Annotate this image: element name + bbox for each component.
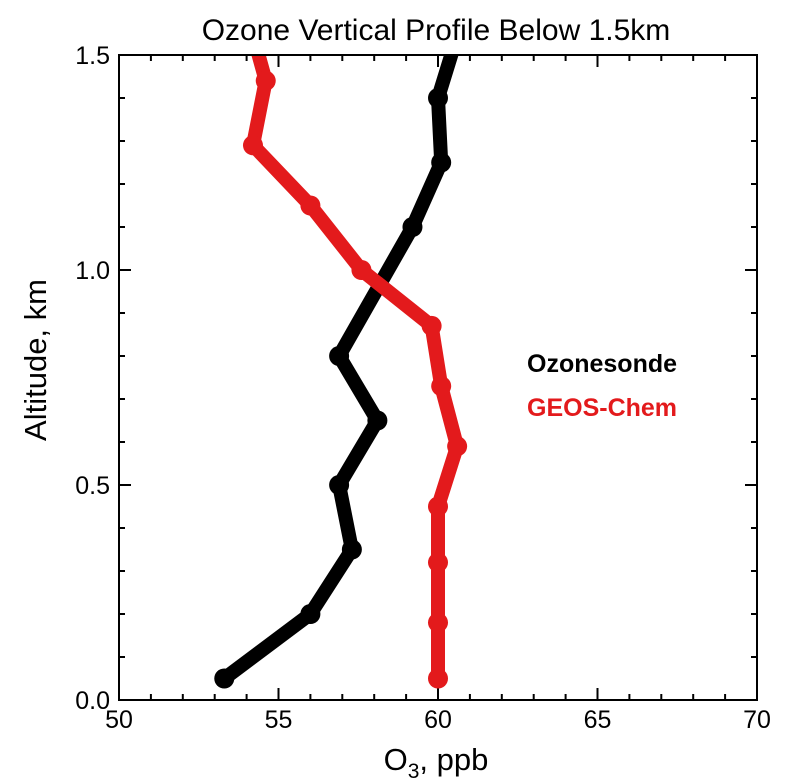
data-point-geos-chem — [428, 552, 448, 573]
legend-entry-ozonesonde: Ozonesonde — [527, 350, 677, 378]
y-tick-label: 0.0 — [75, 687, 110, 715]
series-geos-chem — [242, 55, 468, 689]
data-point-geos-chem — [431, 376, 452, 397]
x-tick-label: 55 — [265, 706, 293, 734]
data-point-geos-chem — [447, 436, 468, 457]
legend-entry-geos-chem: GEOS-Chem — [527, 394, 677, 422]
x-axis-label: O3, ppb — [384, 742, 489, 779]
data-point-geos-chem — [242, 135, 263, 156]
data-point-geos-chem — [428, 612, 448, 633]
data-point-ozonesonde — [431, 152, 452, 173]
data-point-ozonesonde — [214, 668, 235, 689]
y-tick-labels: 0.0 0.5 1.0 1.5 — [75, 42, 110, 715]
data-point-geos-chem — [351, 260, 372, 280]
x-axis-label-rest: , ppb — [419, 742, 488, 777]
data-point-ozonesonde — [329, 475, 350, 495]
y-tick-label: 0.5 — [75, 472, 110, 500]
series-line-geos-chem — [246, 55, 465, 686]
y-tick-label: 1.5 — [75, 42, 110, 70]
series-line-ozonesonde — [217, 55, 459, 686]
series-layer — [214, 55, 468, 689]
x-tick-label: 60 — [424, 706, 452, 734]
data-point-geos-chem — [421, 315, 442, 336]
legend: Ozonesonde GEOS-Chem — [527, 350, 677, 422]
data-point-geos-chem — [255, 70, 276, 91]
y-tick-label: 1.0 — [75, 257, 110, 285]
data-point-geos-chem — [428, 496, 448, 517]
data-point-ozonesonde — [402, 217, 423, 237]
data-point-geos-chem — [428, 668, 448, 689]
x-tick-labels: 50 55 60 65 70 — [105, 706, 771, 734]
data-point-ozonesonde — [300, 604, 321, 624]
data-point-ozonesonde — [329, 346, 350, 366]
chart-title: Ozone Vertical Profile Below 1.5km — [202, 14, 671, 47]
series-ozonesonde — [214, 55, 460, 689]
data-point-ozonesonde — [341, 539, 362, 560]
x-tick-label: 70 — [743, 706, 771, 734]
data-point-ozonesonde — [367, 410, 388, 431]
x-tick-label: 50 — [105, 706, 133, 734]
x-axis-label-main: O — [384, 742, 408, 777]
plot-frame — [118, 54, 758, 701]
data-point-ozonesonde — [428, 88, 448, 108]
y-axis-label: Altitude, km — [18, 279, 53, 441]
x-tick-label: 65 — [584, 706, 612, 734]
data-point-geos-chem — [300, 195, 321, 216]
x-axis-label-subscript: 3 — [408, 760, 420, 779]
